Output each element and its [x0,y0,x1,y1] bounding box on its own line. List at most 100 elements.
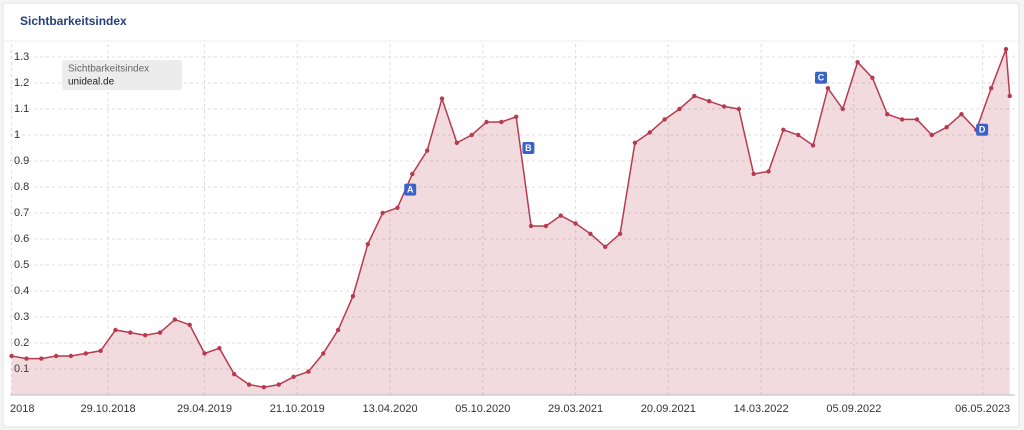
point [959,112,964,117]
point [53,353,59,359]
annotation-label: A [407,184,414,194]
y-tick-label: 0.4 [14,285,29,297]
point [692,93,697,99]
point [588,231,593,236]
point [944,125,949,130]
point [825,86,831,91]
point [617,231,623,236]
y-tick-label: 1.3 [14,51,29,63]
x-tick-label: 05.09.2022 [826,403,881,415]
x-tick-label: 21.10.2019 [270,403,325,415]
point [157,330,163,335]
point [202,351,207,356]
plot: 0.1 0.2 0.3 0.4 0.5 0.6 0.7 0.8 0.9 1 1.1 1.2 1.3 201… [9,44,1015,415]
point [543,223,549,229]
point [350,294,356,299]
point [424,148,430,153]
point [855,60,860,65]
point [603,244,608,249]
point [796,132,801,138]
point [484,119,489,125]
annotation-marker [814,71,827,84]
point [558,213,563,218]
legend-entry: unideal.de [68,77,115,88]
point [736,106,742,112]
annotation-marker [976,123,989,136]
y-tick-label: 0.3 [14,311,29,323]
y-tick-label: 1.2 [14,77,29,89]
y-tick-label: 1 [14,129,20,141]
point [365,242,370,247]
point [528,223,534,229]
annotation-marker [522,142,535,154]
legend-box [62,60,182,90]
point [899,117,905,122]
annotation-label: B [525,143,532,153]
point [113,327,118,333]
point [662,117,667,122]
chart-title: Sichtbarkeitsindex [20,14,127,28]
point [24,356,29,361]
point [1003,47,1009,52]
x-tick-label: 2018 [10,403,34,415]
point [380,210,385,216]
point [39,356,44,361]
x-tick-label: 06.05.2023 [955,403,1010,415]
point [499,119,504,125]
point [217,346,222,351]
point [276,382,281,387]
point [454,140,460,145]
point [187,322,192,327]
point [128,330,133,335]
y-tick-label: 0.6 [14,233,29,245]
point [677,106,682,112]
y-tick-label: 0.9 [14,155,29,167]
point [1007,93,1012,99]
y-tick-label: 0.2 [14,337,29,349]
point [291,374,296,379]
x-tick-label: 29.03.2021 [548,403,603,415]
annotation-label: D [979,125,986,135]
point [706,99,712,104]
point [914,117,920,122]
point [321,351,326,356]
point [514,114,519,120]
point [335,327,341,333]
point [840,106,845,112]
point [172,317,178,322]
point [439,96,445,101]
point [929,132,934,138]
point [261,385,267,390]
point [573,221,578,226]
point [632,140,638,145]
legend-title: Sichtbarkeitsindex [68,64,149,75]
annotation-marker [404,183,417,196]
point [83,351,88,356]
point [68,353,74,359]
point [885,112,890,117]
point [98,348,103,353]
point [647,130,652,135]
point [870,75,875,81]
x-tick-label: 29.10.2018 [81,403,136,415]
y-tick-label: 0.7 [14,207,29,219]
point [751,171,756,177]
area [11,49,1010,395]
x-tick-label: 13.04.2020 [363,403,418,415]
y-tick-label: 1.1 [14,103,29,115]
y-tick-label: 0.5 [14,259,29,271]
point [781,127,786,132]
point [410,171,415,177]
y-tick-label: 0.8 [14,181,29,193]
x-tick-label: 05.10.2020 [455,403,510,415]
point [810,143,816,148]
x-tick-label: 20.09.2021 [641,403,696,415]
point [142,333,148,338]
point [246,382,252,387]
point [306,369,311,374]
point [395,205,400,210]
y-tick-label: 0.1 [14,363,29,375]
x-tick-label: 14.03.2022 [734,403,789,415]
